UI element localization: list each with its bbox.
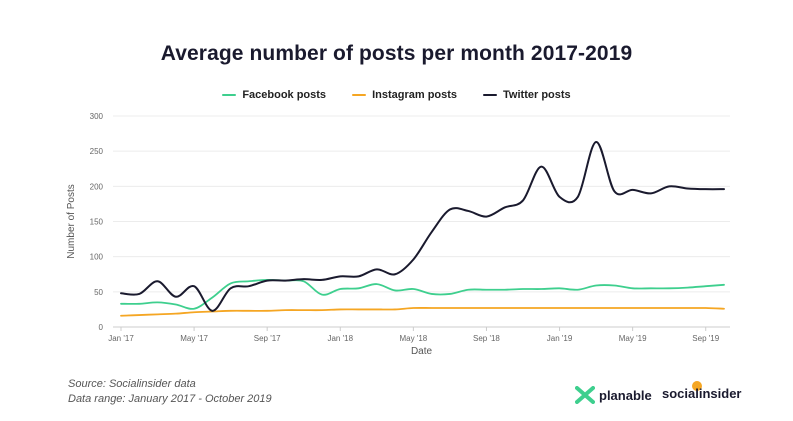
legend-item-facebook[interactable]: Facebook posts bbox=[222, 89, 326, 101]
legend-item-twitter[interactable]: Twitter posts bbox=[483, 89, 571, 101]
x-tick-label: May '17 bbox=[180, 334, 208, 343]
socialinsider-logo: socialinsider bbox=[662, 381, 742, 401]
date-range-note: Data range: January 2017 - October 2019 bbox=[68, 393, 272, 405]
planable-wordmark: planable bbox=[599, 387, 652, 403]
x-axis-title: Date bbox=[411, 346, 433, 357]
x-tick-label: Sep '19 bbox=[692, 334, 719, 343]
legend-label-instagram: Instagram posts bbox=[372, 89, 458, 101]
legend-label-twitter: Twitter posts bbox=[503, 89, 571, 101]
y-tick-label: 50 bbox=[94, 288, 103, 297]
y-tick-label: 0 bbox=[99, 323, 104, 332]
footer-notes: Source: Socialinsider data Data range: J… bbox=[68, 377, 272, 407]
legend-swatch-twitter bbox=[483, 94, 498, 96]
x-tick-label: May '18 bbox=[399, 334, 427, 343]
y-tick-label: 200 bbox=[90, 182, 104, 191]
x-tick-label: Jan '18 bbox=[327, 334, 353, 343]
y-tick-label: 100 bbox=[90, 253, 104, 262]
socialinsider-wordmark: socialinsider bbox=[662, 386, 742, 401]
series-line-facebook bbox=[120, 278, 725, 310]
legend: Facebook posts Instagram posts Twitter p… bbox=[0, 89, 793, 101]
socialinsider-dot-icon bbox=[692, 381, 702, 391]
planable-logo: planable bbox=[575, 386, 652, 404]
x-tick-label: Jan '17 bbox=[108, 334, 134, 343]
planable-x-icon bbox=[575, 386, 595, 404]
x-tick-label: May '19 bbox=[619, 334, 647, 343]
series-line-instagram bbox=[120, 307, 725, 317]
x-tick-label: Jan '19 bbox=[547, 334, 573, 343]
y-tick-label: 150 bbox=[90, 218, 104, 227]
legend-swatch-instagram bbox=[352, 94, 367, 96]
series-line-twitter bbox=[120, 141, 725, 312]
legend-item-instagram[interactable]: Instagram posts bbox=[352, 89, 457, 101]
chart-title: Average number of posts per month 2017-2… bbox=[160, 42, 633, 65]
x-tick-label: Sep '18 bbox=[473, 334, 500, 343]
source-note: Source: Socialinsider data bbox=[68, 378, 196, 390]
y-tick-label: 300 bbox=[90, 112, 104, 121]
legend-swatch-facebook bbox=[222, 94, 237, 96]
legend-label-facebook: Facebook posts bbox=[242, 89, 327, 101]
y-axis-title: Number of Posts bbox=[66, 184, 77, 258]
y-tick-label: 250 bbox=[90, 147, 104, 156]
x-tick-label: Sep '17 bbox=[254, 334, 281, 343]
